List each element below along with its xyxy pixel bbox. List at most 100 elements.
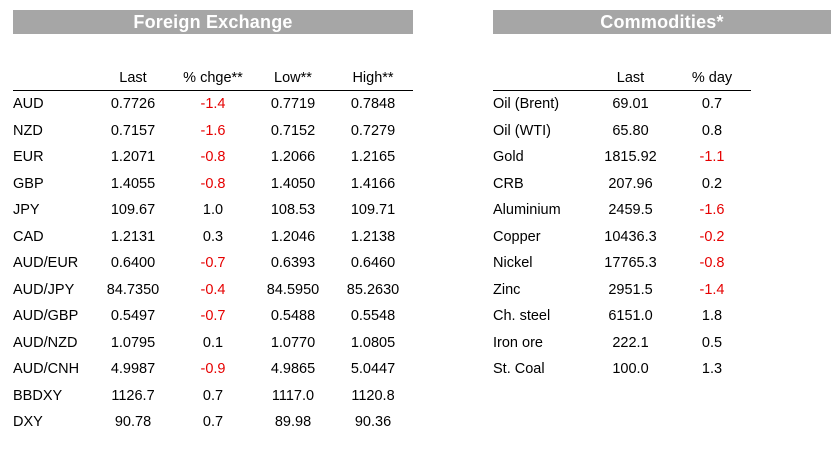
fx-currency-name: DXY: [13, 414, 43, 431]
fx-low-value: 0.7152: [270, 122, 316, 139]
fx-change-value: -0.4: [200, 281, 226, 298]
fx-high-value: 0.7848: [350, 96, 396, 113]
fx-change-value: -1.6: [200, 122, 226, 139]
commodities-title: Commodities*: [493, 10, 831, 34]
commodity-day-change: 0.8: [701, 122, 723, 139]
fx-high-value: 1.2165: [350, 149, 396, 166]
commodity-day-change: -1.6: [699, 202, 725, 219]
commodity-last-value: 207.96: [608, 175, 653, 192]
fx-low-value: 0.7719: [270, 96, 316, 113]
fx-last-value: 1.2071: [110, 149, 156, 166]
commodity-day-change: 0.2: [701, 175, 723, 192]
fx-currency-name: AUD/EUR: [13, 255, 79, 272]
fx-low-value: 4.9865: [270, 361, 316, 378]
fx-row: AUD/CNH 4.9987 -0.9 4.9865 5.0447: [13, 356, 413, 383]
fx-high-value: 5.0447: [350, 361, 396, 378]
fx-change-value: 1.0: [202, 202, 224, 219]
fx-row: DXY 90.78 0.7 89.98 90.36: [13, 409, 413, 436]
fx-currency-name: EUR: [13, 149, 44, 166]
commodity-last-value: 2951.5: [608, 281, 653, 298]
commodity-name: Aluminium: [493, 202, 561, 219]
fx-high-value: 1120.8: [351, 387, 395, 404]
commodity-name: Iron ore: [493, 334, 543, 351]
commodity-last-value: 100.0: [612, 361, 649, 378]
commodity-last-value: 69.01: [612, 96, 649, 113]
fx-header-low: Low**: [274, 70, 312, 86]
commodity-row: Oil (Brent) 69.01 0.7: [493, 91, 751, 118]
fx-row: AUD/EUR 0.6400 -0.7 0.6393 0.6460: [13, 250, 413, 277]
fx-change-value: -0.8: [200, 149, 226, 166]
fx-last-value: 109.67: [110, 202, 156, 219]
fx-low-value: 1.2066: [270, 149, 316, 166]
fx-change-value: -0.7: [200, 308, 226, 325]
fx-currency-name: AUD/JPY: [13, 281, 75, 298]
commodity-day-change: 1.3: [701, 361, 723, 378]
commodities-header-last: Last: [616, 70, 645, 86]
fx-last-value: 4.9987: [110, 361, 156, 378]
fx-change-value: -0.9: [200, 361, 226, 378]
commodity-name: Copper: [493, 228, 541, 245]
foreign-exchange-panel: Foreign Exchange Last % chge** Low** Hig…: [13, 10, 413, 430]
fx-low-value: 1.2046: [270, 228, 316, 245]
commodity-last-value: 2459.5: [608, 202, 653, 219]
fx-high-value: 90.36: [354, 414, 392, 431]
fx-change-value: -0.8: [200, 175, 226, 192]
fx-header-high: High**: [352, 70, 394, 86]
commodity-day-change: -1.1: [699, 149, 725, 166]
fx-row: AUD 0.7726 -1.4 0.7719 0.7848: [13, 91, 413, 118]
fx-low-value: 0.6393: [270, 255, 316, 272]
commodity-last-value: 222.1: [612, 334, 649, 351]
commodity-name: CRB: [493, 175, 524, 192]
fx-low-value: 0.5488: [270, 308, 316, 325]
commodities-table: Last % day Oil (Brent) 69.01 0.7 Oil (WTI) 6…: [493, 66, 751, 383]
commodity-name: Zinc: [493, 281, 521, 298]
fx-last-value: 1.2131: [110, 228, 156, 245]
fx-change-value: -0.7: [200, 255, 226, 272]
commodity-day-change: 1.8: [701, 308, 723, 325]
fx-currency-name: AUD/NZD: [13, 334, 78, 351]
fx-currency-name: AUD: [13, 96, 44, 113]
foreign-exchange-title: Foreign Exchange: [13, 10, 413, 34]
fx-low-value: 108.53: [270, 202, 316, 219]
fx-header-last: Last: [119, 70, 147, 86]
commodity-last-value: 10436.3: [604, 228, 657, 245]
fx-last-value: 0.5497: [110, 308, 156, 325]
fx-last-value: 0.6400: [110, 255, 156, 272]
fx-row: JPY 109.67 1.0 108.53 109.71: [13, 197, 413, 224]
fx-high-value: 85.2630: [346, 281, 400, 298]
commodity-row: CRB 207.96 0.2: [493, 171, 751, 198]
commodity-day-change: -1.4: [699, 281, 725, 298]
fx-low-value: 1117.0: [271, 387, 315, 404]
fx-high-value: 0.7279: [350, 122, 396, 139]
fx-last-value: 84.7350: [106, 281, 160, 298]
fx-change-value: 0.3: [202, 228, 224, 245]
commodities-header-name: [493, 66, 588, 91]
fx-high-value: 0.5548: [350, 308, 396, 325]
commodity-day-change: -0.8: [699, 255, 725, 272]
fx-last-value: 0.7726: [110, 96, 156, 113]
fx-high-value: 1.0805: [350, 334, 396, 351]
commodity-row: Aluminium 2459.5 -1.6: [493, 197, 751, 224]
commodity-last-value: 17765.3: [604, 255, 657, 272]
fx-high-value: 0.6460: [350, 255, 396, 272]
commodity-name: Oil (Brent): [493, 96, 560, 113]
fx-currency-name: CAD: [13, 228, 44, 245]
fx-row: AUD/GBP 0.5497 -0.7 0.5488 0.5548: [13, 303, 413, 330]
fx-high-value: 1.4166: [350, 175, 396, 192]
commodity-name: St. Coal: [493, 361, 545, 378]
commodity-row: Gold 1815.92 -1.1: [493, 144, 751, 171]
fx-currency-name: AUD/CNH: [13, 361, 80, 378]
fx-low-value: 84.5950: [266, 281, 320, 298]
commodities-header-day: % day: [691, 70, 733, 86]
fx-high-value: 1.2138: [350, 228, 396, 245]
fx-low-value: 1.0770: [270, 334, 316, 351]
fx-low-value: 1.4050: [270, 175, 316, 192]
foreign-exchange-table: Last % chge** Low** High** AUD 0.7726 -1.4…: [13, 66, 413, 436]
commodity-name: Gold: [493, 149, 524, 166]
fx-currency-name: NZD: [13, 122, 43, 139]
fx-header-row: Last % chge** Low** High**: [13, 66, 413, 91]
fx-row: BBDXY 1126.7 0.7 1117.0 1120.8: [13, 383, 413, 410]
commodity-row: Nickel 17765.3 -0.8: [493, 250, 751, 277]
commodity-name: Oil (WTI): [493, 122, 551, 139]
fx-header-change: % chge**: [183, 70, 243, 86]
